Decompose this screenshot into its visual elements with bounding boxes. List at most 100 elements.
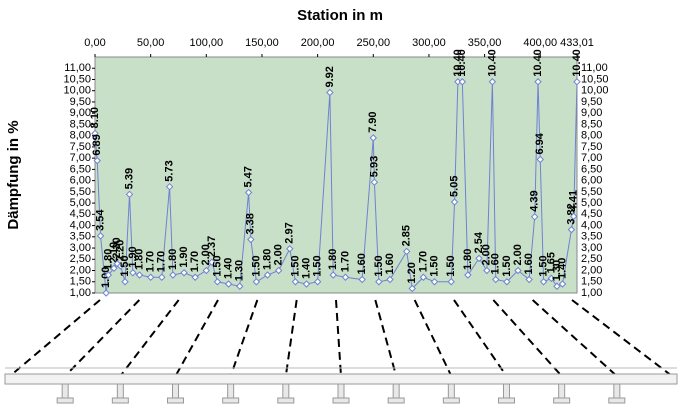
y-tick-label-right: 2,50: [581, 253, 602, 265]
pier-foot: [608, 397, 626, 404]
y-tick-label: 2,50: [70, 253, 91, 265]
y-tick-label-right: 7,50: [581, 141, 602, 153]
y-tick-label-right: 11,00: [581, 62, 608, 74]
y-tick-label-right: 9,50: [581, 96, 602, 108]
data-point: [408, 284, 416, 293]
y-tick-label: 9,00: [70, 107, 91, 119]
value-label: 1.50: [428, 255, 440, 276]
dashed-connector: [229, 299, 259, 377]
value-label: 1.50: [501, 255, 513, 276]
value-label: 4.39: [529, 190, 541, 211]
y-tick-label-right: 5,00: [581, 197, 602, 209]
data-point: [483, 266, 491, 275]
data-point: [93, 156, 101, 165]
data-point: [113, 260, 121, 268]
data-point: [530, 213, 539, 221]
data-point: [313, 278, 322, 286]
value-label: 1.50: [373, 255, 385, 276]
value-label: 1.80: [261, 249, 273, 270]
x-tick-label: 350,00: [468, 37, 502, 49]
data-point: [536, 155, 544, 164]
value-label: 9.92: [324, 66, 336, 87]
bridge-deck: [4, 373, 678, 385]
data-point: [534, 78, 542, 86]
data-point: [121, 278, 129, 286]
value-label: 2.00: [481, 244, 493, 265]
dashed-connector: [174, 299, 219, 377]
data-point: [514, 266, 522, 275]
data-point: [402, 247, 411, 256]
y-tick-label-right: 10,00: [581, 85, 609, 97]
value-label: 1.60: [356, 253, 368, 274]
x-tick-label: 250,00: [356, 37, 390, 49]
dashed-connector: [119, 299, 180, 377]
data-point: [341, 273, 350, 281]
y-tick-label: 10,00: [63, 85, 91, 97]
pier-foot: [332, 397, 350, 404]
data-point: [291, 278, 300, 286]
pier-foot: [387, 397, 405, 404]
data-point: [503, 278, 511, 286]
data-point: [488, 78, 497, 86]
data-point: [224, 280, 233, 288]
pier: [282, 383, 290, 399]
x-tick-label: 100,00: [189, 37, 223, 49]
data-point: [236, 282, 244, 290]
y-tick-label: 10,50: [63, 73, 91, 85]
data-point: [370, 178, 379, 186]
y-tick-label: 4,50: [70, 208, 91, 220]
pier: [503, 383, 510, 399]
y-tick-label-right: 5,50: [581, 186, 602, 198]
y-tick-label: 1,50: [70, 276, 91, 288]
value-label: 1.50: [312, 255, 324, 276]
dashed-connector: [453, 299, 508, 377]
data-point: [458, 78, 467, 86]
data-point: [286, 245, 294, 253]
value-label: 1.70: [156, 251, 168, 272]
data-point: [430, 278, 439, 286]
value-label: 5.73: [163, 160, 175, 181]
value-label: 1.90: [127, 246, 139, 267]
pier-foot: [553, 397, 571, 404]
value-label: 2.54: [473, 231, 485, 253]
value-label: 1.40: [222, 258, 234, 279]
data-point: [274, 266, 283, 275]
pier-foot: [442, 397, 460, 404]
value-label: 1.50: [289, 255, 301, 276]
dashed-connector: [531, 299, 618, 377]
data-point: [96, 232, 105, 240]
data-point: [146, 273, 155, 281]
value-label: 2.37: [206, 236, 218, 257]
value-label: 8.10: [89, 107, 101, 128]
data-point: [91, 129, 99, 138]
value-label: 2.00: [200, 244, 212, 265]
data-point: [569, 212, 578, 221]
pier-foot: [498, 397, 515, 404]
y-tick-label: 7,50: [70, 141, 91, 153]
value-label: 10.40: [571, 49, 583, 77]
data-point: [158, 273, 166, 281]
data-point: [247, 235, 255, 244]
y-tick-label-right: 6,50: [581, 163, 602, 175]
pier: [61, 383, 69, 399]
y-tick-label: 5,50: [70, 186, 91, 198]
value-label: 1.00: [100, 267, 112, 288]
value-label: 1.30: [234, 260, 246, 281]
x-tick-label: 400,00: [523, 37, 557, 49]
value-label: 10.40: [486, 49, 498, 77]
value-label: 1.80: [462, 249, 474, 270]
value-label: 4.41: [568, 190, 580, 211]
data-point: [553, 282, 561, 290]
pier: [337, 383, 345, 399]
value-label: 2.97: [284, 222, 296, 243]
value-label: 1.70: [189, 251, 201, 272]
data-point: [386, 275, 394, 284]
x-tick-label: 300,00: [412, 37, 446, 49]
chart-title: Station in m: [297, 7, 383, 24]
pier-foot: [277, 397, 295, 404]
x-tick-label: 150,00: [245, 37, 279, 49]
data-point: [326, 88, 334, 97]
data-point: [208, 258, 216, 266]
dashed-connector: [284, 299, 298, 377]
y-tick-label-right: 3,50: [581, 231, 602, 243]
